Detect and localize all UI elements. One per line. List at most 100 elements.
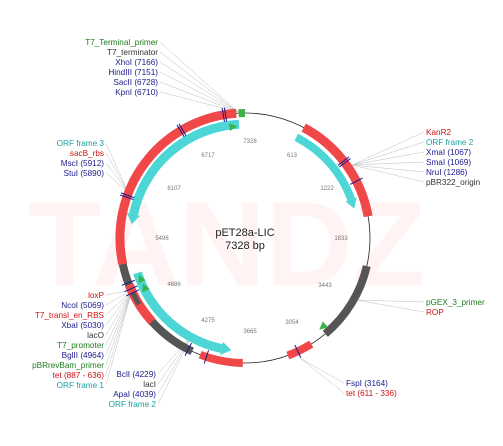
feature-left-red-arc xyxy=(115,108,237,265)
plasmid-name: pET28a-LIC xyxy=(215,227,274,239)
feature-label: lacO xyxy=(87,331,104,340)
feature-label: KpnI (6710) xyxy=(115,88,158,97)
feature-label: FspI (3164) xyxy=(346,379,388,388)
feature-label: XbaI (5030) xyxy=(61,321,104,330)
primer-t7-terminal xyxy=(228,123,238,132)
site-tick-smai xyxy=(338,158,351,168)
feature-label: pBR322_origin xyxy=(426,178,481,187)
feature-label: XhoI (7166) xyxy=(115,58,158,67)
site-tick-hindiii xyxy=(221,107,226,122)
feature-label: sacB_rbs xyxy=(70,149,104,158)
feature-orf-frame-3 xyxy=(129,119,240,216)
feature-orf-frame-2-bottom-arrow xyxy=(220,341,232,356)
site-tick-fspi xyxy=(294,344,302,358)
leader-line xyxy=(105,289,133,376)
feature-label: ROP xyxy=(426,308,444,317)
leader-line xyxy=(105,289,133,326)
plasmid-size: 7328 bp xyxy=(225,240,265,252)
position-mark: 4275 xyxy=(201,318,215,324)
site-tick-bglii xyxy=(126,289,140,297)
feature-rop xyxy=(286,340,314,360)
feature-label: T7_terminator xyxy=(107,48,158,57)
leader-line xyxy=(105,289,133,346)
leader-line xyxy=(355,299,425,313)
feature-pbr322-origin xyxy=(322,265,371,337)
feature-label: tet (611 - 336) xyxy=(346,389,397,398)
feature-label: pGEX_3_primer xyxy=(426,298,485,307)
position-mark: 4886 xyxy=(167,282,181,288)
leader-line xyxy=(351,141,425,166)
site-tick-nrui xyxy=(349,177,363,185)
site-tick-xmai xyxy=(337,156,350,166)
position-mark: 7328 xyxy=(243,139,257,145)
site-tick-stui xyxy=(120,194,134,201)
leader-line xyxy=(159,41,239,113)
leader-line xyxy=(105,289,133,316)
leader-line xyxy=(355,299,425,303)
primer-pbrrevbam xyxy=(142,283,150,293)
leader-line xyxy=(159,91,239,113)
position-marks: 7328 613 1222 1833 3443 3054 3665 4275 4886 5496 6… xyxy=(155,139,348,335)
feature-label: ORF frame 1 xyxy=(57,381,105,390)
feature-label: NcoI (5069) xyxy=(61,301,104,310)
feature-label: HindIII (7151) xyxy=(108,68,158,77)
position-mark: 3443 xyxy=(318,283,332,289)
feature-label: T7_promoter xyxy=(57,341,104,350)
site-tick-sacii xyxy=(178,123,187,137)
site-tick-kpni xyxy=(176,124,185,138)
feature-label: MscI (5912) xyxy=(61,159,104,168)
feature-kanr2 xyxy=(301,123,373,218)
feature-label: NruI (1286) xyxy=(426,168,468,177)
leader-line xyxy=(159,61,239,113)
feature-label: KanR2 xyxy=(426,128,451,137)
leader-line xyxy=(157,334,193,385)
feature-arcs xyxy=(115,108,373,367)
site-tick-apai xyxy=(203,350,210,364)
feature-label: StuI (5890) xyxy=(63,169,104,178)
feature-tet-right xyxy=(198,350,243,367)
feature-label: BclI (4229) xyxy=(116,370,156,379)
position-mark: 6107 xyxy=(167,186,181,192)
primer-t7-promoter xyxy=(138,274,146,284)
feature-orf-frame-2-right-arrow xyxy=(345,197,357,209)
leader-line xyxy=(351,161,425,166)
position-mark: 1833 xyxy=(334,236,348,242)
position-mark: 6717 xyxy=(201,153,215,159)
site-tick-bcli xyxy=(184,342,192,356)
feature-label: pBRrevBam_primer xyxy=(32,361,104,370)
position-mark: 3054 xyxy=(285,320,299,326)
leader-line xyxy=(105,289,133,386)
feature-label: SacII (6728) xyxy=(113,78,158,87)
leader-line xyxy=(351,164,425,173)
site-tick-msci xyxy=(120,192,135,199)
site-ticks xyxy=(120,107,363,364)
leader-line xyxy=(105,289,133,336)
position-mark: 1222 xyxy=(320,186,334,192)
leader-line xyxy=(159,51,239,113)
leader-line xyxy=(299,357,345,394)
site-tick-xhoi xyxy=(223,107,228,122)
feature-label: T7_transl_en_RBS xyxy=(35,311,105,320)
leader-line xyxy=(159,81,239,113)
position-mark: 613 xyxy=(287,153,298,159)
leader-line xyxy=(105,152,129,193)
primer-pgex-3 xyxy=(319,321,329,330)
leader-line xyxy=(351,164,425,183)
feature-label: T7_Terminal_primer xyxy=(85,38,158,47)
position-mark: 5496 xyxy=(155,236,169,242)
feature-label: XmaI (1067) xyxy=(426,148,471,157)
feature-label: ORF frame 3 xyxy=(57,139,105,148)
leader-line xyxy=(351,151,425,166)
site-tick-ncoi xyxy=(121,279,136,286)
feature-label: SmaI (1069) xyxy=(426,158,471,167)
feature-label: ORF frame 2 xyxy=(109,400,157,409)
site-tick-xbai xyxy=(124,285,138,293)
leader-line xyxy=(105,289,133,366)
leader-line xyxy=(351,131,425,166)
feature-label: lacI xyxy=(143,380,156,389)
feature-label: BglII (4964) xyxy=(62,351,105,360)
feature-orf-frame-2-right xyxy=(294,133,355,201)
